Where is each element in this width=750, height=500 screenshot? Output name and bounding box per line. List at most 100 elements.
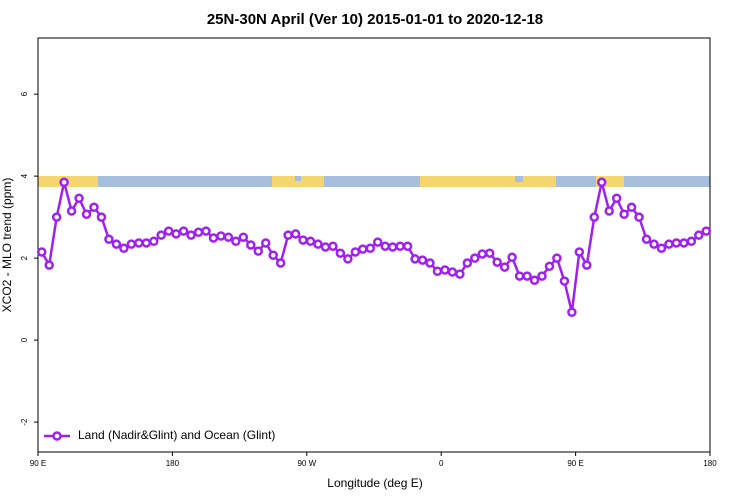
data-point [589, 212, 600, 222]
data-point [470, 253, 480, 263]
data-point [387, 242, 398, 252]
y-tick-label: 0 [20, 337, 29, 342]
data-point [410, 254, 420, 264]
data-point [582, 260, 592, 270]
data-point [611, 193, 622, 204]
data-point [402, 241, 413, 251]
data-point [66, 206, 77, 216]
data-point [432, 266, 443, 276]
legend-marker [52, 431, 62, 441]
data-point [358, 244, 368, 254]
data-point [552, 253, 562, 263]
data-point [238, 232, 249, 242]
data-point [596, 177, 607, 188]
data-point [298, 235, 308, 245]
data-point [275, 258, 286, 268]
data-point [671, 238, 682, 248]
data-point [335, 248, 346, 258]
data-point [455, 269, 465, 279]
data-point [574, 247, 585, 257]
data-point [148, 236, 159, 247]
data-point [156, 230, 166, 240]
data-point [290, 229, 301, 239]
data-point [171, 229, 181, 239]
data-point [253, 246, 264, 256]
data-point [208, 233, 219, 243]
data-point [178, 226, 189, 236]
x-tick-label: 90 E [30, 459, 46, 468]
data-point [537, 271, 547, 281]
x-tick-label: 90 E [567, 459, 583, 468]
data-point [201, 226, 211, 236]
data-point [664, 239, 674, 249]
data-point [514, 271, 525, 281]
data-point [417, 255, 428, 265]
data-point [51, 212, 62, 222]
data-point [305, 236, 316, 247]
data-point [313, 239, 323, 249]
data-point [365, 243, 376, 254]
data-point [641, 234, 652, 245]
data-point [559, 276, 570, 286]
plot-frame [37, 37, 711, 453]
data-point [462, 258, 473, 268]
data-point [328, 241, 338, 251]
land-ocean-strip [38, 176, 710, 187]
data-point [193, 227, 204, 238]
y-axis-label: XCO2 - MLO trend (ppm) [0, 178, 14, 313]
chart-title: 25N-30N April (Ver 10) 2015-01-01 to 202… [207, 11, 543, 28]
data-point [634, 212, 644, 222]
data-point [186, 230, 196, 240]
data-point [626, 202, 637, 213]
y-tick-label: 2 [20, 255, 29, 260]
data-point [111, 239, 122, 249]
data-point [544, 261, 555, 272]
data-point [320, 242, 331, 252]
data-point [141, 238, 152, 248]
data-point [74, 193, 84, 204]
data-point [163, 226, 174, 236]
data-point [477, 249, 488, 259]
data-point [440, 265, 450, 275]
data-point [656, 243, 667, 254]
data-point [372, 237, 383, 247]
data-point [679, 238, 689, 248]
y-tick-label: 4 [20, 173, 29, 178]
data-point [484, 248, 495, 258]
data-point [104, 234, 114, 245]
y-tick-label: -2 [20, 418, 29, 426]
data-point [447, 267, 458, 277]
data-point [529, 275, 540, 286]
x-axis-label: Longitude (deg E) [327, 476, 422, 490]
data-point [522, 271, 532, 281]
data-point [492, 257, 502, 267]
data-point [119, 243, 129, 254]
data-point [701, 226, 712, 236]
data-point [223, 232, 234, 242]
x-tick-label: 180 [166, 459, 180, 468]
data-point [567, 307, 577, 317]
data-point [36, 247, 47, 257]
data-point [343, 254, 353, 264]
data-point [395, 241, 405, 251]
data-point [134, 238, 144, 248]
data-point [268, 250, 278, 260]
data-point [59, 177, 69, 188]
data-point [694, 230, 704, 240]
data-point [350, 247, 361, 257]
data-point [283, 230, 293, 240]
x-tick-label: 180 [703, 459, 717, 468]
legend-label: Land (Nadir&Glint) and Ocean (Glint) [78, 428, 275, 442]
data-point [604, 206, 614, 216]
data-point [425, 258, 435, 268]
data-point [44, 260, 54, 270]
data-point [380, 241, 390, 251]
data-point [260, 238, 271, 248]
data-point [126, 239, 137, 249]
data-point [246, 240, 256, 250]
data-point [507, 252, 517, 263]
data-point [96, 212, 107, 222]
data-point [81, 209, 92, 220]
y-tick-label: 6 [20, 91, 29, 96]
